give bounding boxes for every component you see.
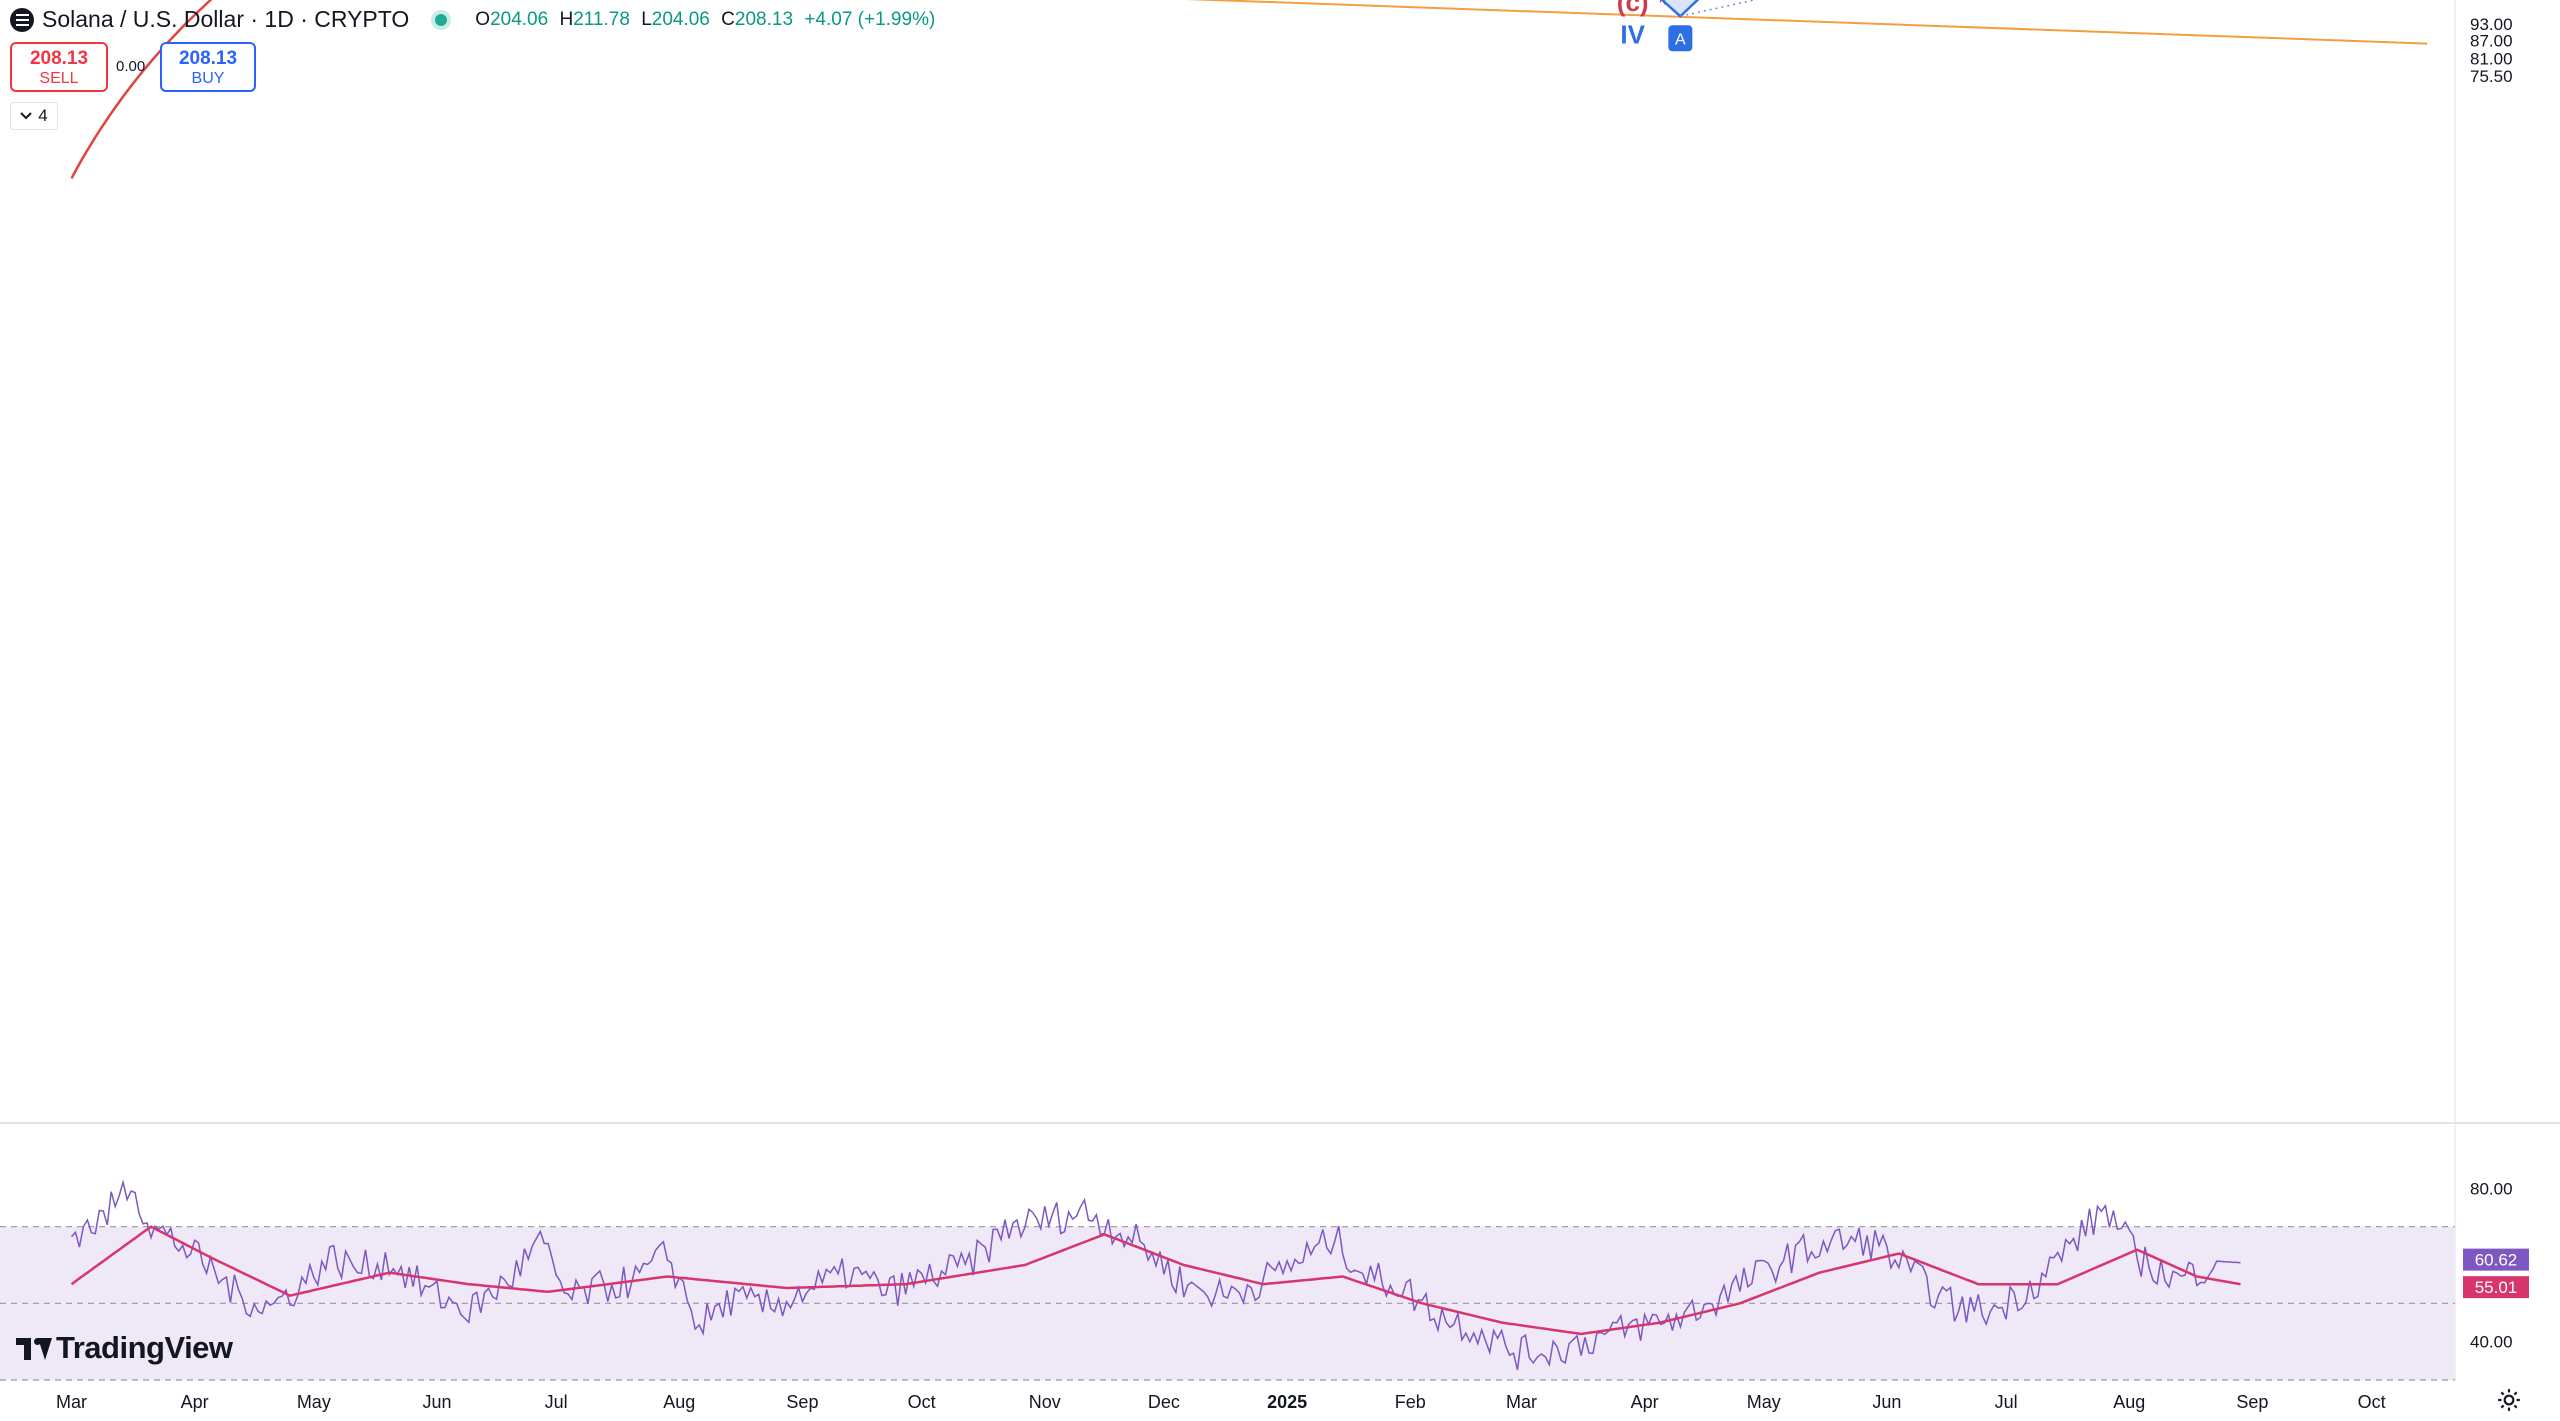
spread-value: 0.00 bbox=[116, 58, 146, 75]
time-tick-label: Aug bbox=[663, 1392, 695, 1412]
indicators-toggle[interactable]: 4 bbox=[10, 102, 58, 130]
symbol-title[interactable]: Solana / U.S. Dollar · 1D · CRYPTO bbox=[42, 6, 410, 32]
rsi-value-label: 55.01 bbox=[2475, 1278, 2518, 1297]
time-tick-label: Apr bbox=[1631, 1392, 1659, 1412]
high-value: 211.78 bbox=[573, 8, 630, 30]
buy-label: BUY bbox=[191, 70, 225, 87]
time-tick-label: Jul bbox=[1995, 1392, 2018, 1412]
price-tick-label: 93.00 bbox=[2470, 15, 2513, 34]
rsi-value-badge bbox=[2463, 1248, 2529, 1271]
open-value: 204.06 bbox=[490, 8, 549, 30]
time-tick-label: Aug bbox=[2113, 1392, 2145, 1412]
buy-price: 208.13 bbox=[178, 48, 238, 69]
symbol-header: Solana / U.S. Dollar · 1D · CRYPTO O204.… bbox=[10, 6, 935, 33]
channel-lower-line bbox=[1185, 0, 2428, 45]
close-value: 208.13 bbox=[734, 8, 794, 30]
gear-icon[interactable] bbox=[2496, 1387, 2522, 1413]
chevron-down-icon bbox=[20, 112, 32, 120]
time-tick-label: Nov bbox=[1029, 1392, 1061, 1412]
change-value: +4.07 (+1.99%) bbox=[804, 8, 936, 30]
time-tick-label: Jun bbox=[422, 1392, 451, 1412]
price-tick-label: 87.00 bbox=[2470, 32, 2513, 51]
rsi-tick-label: 80.00 bbox=[2470, 1179, 2513, 1198]
wave-label: IV bbox=[1620, 20, 1645, 50]
sell-button[interactable]: 208.13 SELL bbox=[10, 42, 108, 92]
ohlc-readout: O204.06 H211.78 L204.06 C208.13 +4.07 (+… bbox=[475, 8, 936, 30]
tradingview-mark-icon bbox=[16, 1338, 52, 1360]
solana-logo-icon bbox=[10, 7, 34, 32]
time-tick-label: 2025 bbox=[1267, 1392, 1307, 1412]
tradingview-logo[interactable]: TradingView bbox=[16, 1330, 233, 1366]
sell-price: 208.13 bbox=[29, 48, 89, 69]
time-tick-label: Apr bbox=[181, 1392, 209, 1412]
rsi-value-badge bbox=[2463, 1276, 2529, 1299]
rsi-tick-label: 40.00 bbox=[2470, 1333, 2513, 1352]
rsi-value-label: 60.62 bbox=[2475, 1251, 2518, 1270]
harmonic-point-badge bbox=[1668, 25, 1693, 52]
time-tick-label: Mar bbox=[1506, 1392, 1537, 1412]
harmonic-point-label: A bbox=[1675, 31, 1686, 48]
price-tick-label: 75.50 bbox=[2470, 67, 2513, 86]
time-tick-label: Mar bbox=[56, 1392, 87, 1412]
time-tick-label: Oct bbox=[908, 1392, 936, 1412]
wave-label: (c) bbox=[1617, 0, 1649, 17]
time-tick-label: Jul bbox=[545, 1392, 568, 1412]
rsi-ma-line bbox=[70, 1225, 2241, 1336]
time-tick-label: Sep bbox=[2236, 1392, 2268, 1412]
harmonic-xab-fill bbox=[1662, 0, 1698, 17]
time-tick-label: May bbox=[1747, 1392, 1781, 1412]
low-value: 204.06 bbox=[651, 8, 710, 30]
time-tick-label: Feb bbox=[1395, 1392, 1426, 1412]
time-tick-label: Sep bbox=[786, 1392, 818, 1412]
buy-button[interactable]: 208.13 BUY bbox=[160, 42, 256, 92]
sell-label: SELL bbox=[39, 70, 79, 87]
time-tick-label: Dec bbox=[1148, 1392, 1180, 1412]
time-tick-label: Oct bbox=[2358, 1392, 2386, 1412]
price-tick-label: 81.00 bbox=[2470, 49, 2513, 68]
brand-name: TradingView bbox=[56, 1330, 233, 1365]
time-tick-label: May bbox=[297, 1392, 331, 1412]
rsi-line bbox=[70, 1179, 2241, 1371]
indicators-count: 4 bbox=[38, 106, 48, 125]
market-open-dot-icon bbox=[431, 9, 452, 30]
time-tick-label: Jun bbox=[1872, 1392, 1901, 1412]
